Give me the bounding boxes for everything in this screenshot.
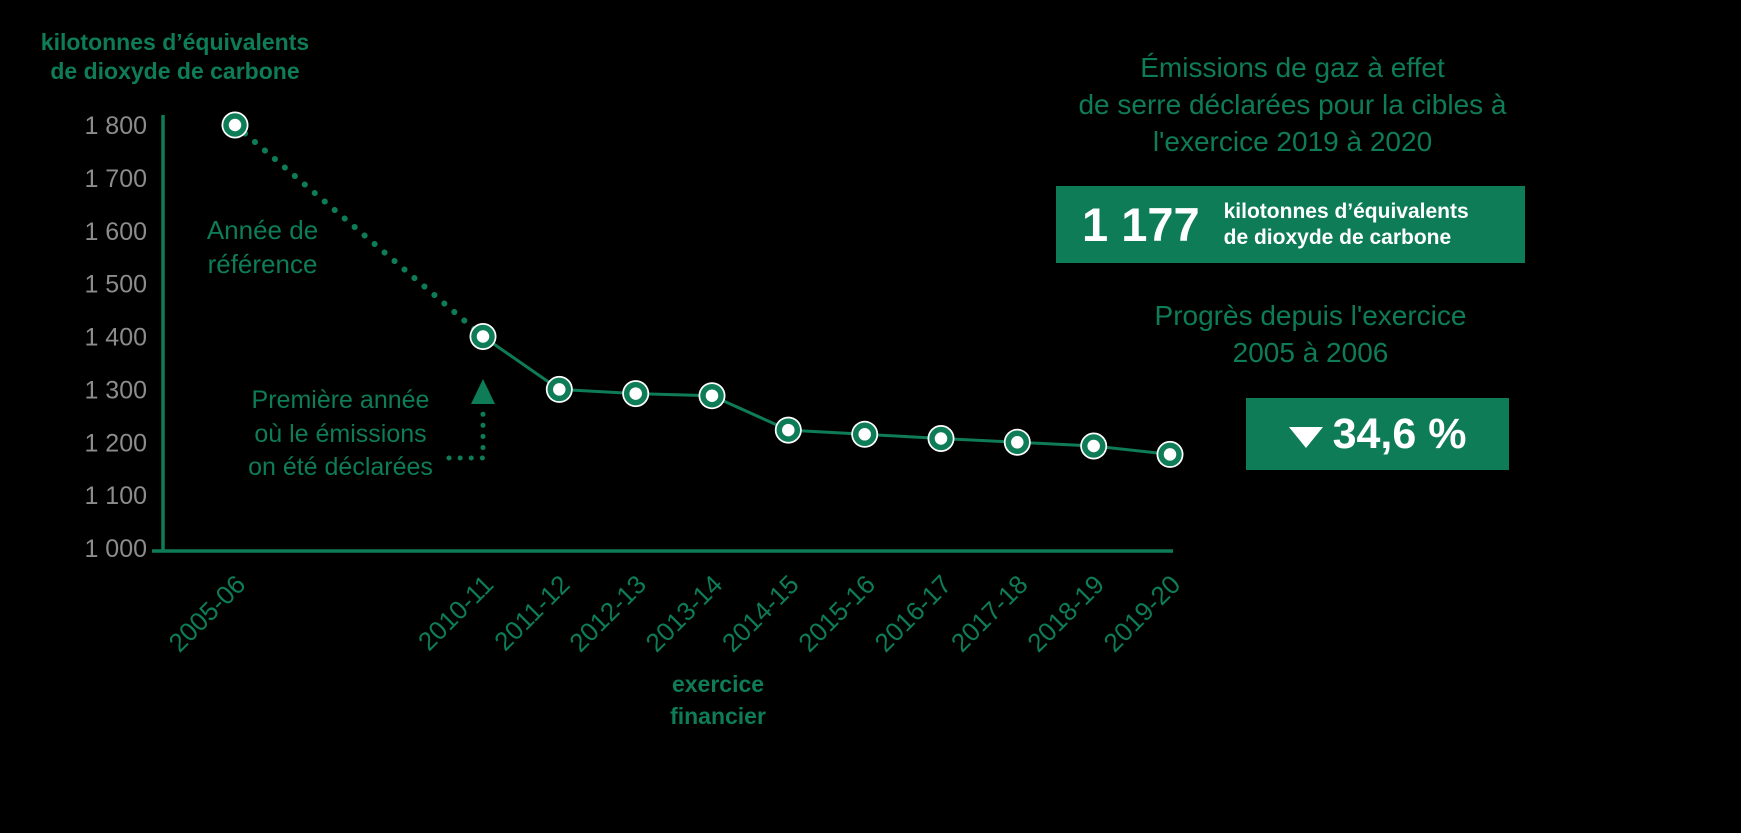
data-point-marker-ring (929, 426, 953, 451)
x-tick-label: 2005-06 (163, 569, 252, 658)
emissions-unit-line: kilotonnes d’équivalents (1223, 199, 1469, 223)
annotation-line: Année de (206, 215, 319, 245)
annotation-line: où le émissions (254, 419, 427, 448)
annotation-line: Première année (251, 386, 430, 414)
x-tick-label: 2011-12 (488, 569, 575, 656)
emissions-unit-line: de dioxyde de carbone (1223, 225, 1452, 249)
x-axis-title: exercice financier (618, 668, 818, 732)
y-tick-label: 1 000 (84, 535, 147, 563)
panel-title-line: de serre déclarées pour la cibles à (1078, 88, 1507, 120)
data-point-marker-ring (1158, 442, 1182, 467)
y-tick-label: 1 500 (84, 271, 147, 299)
panel-title: Émissions de gaz à effet de serre déclar… (1040, 50, 1545, 161)
progress-label-line: Progrès depuis l'exercice (1154, 300, 1467, 331)
data-point-marker-ring (700, 383, 724, 408)
x-tick-label: 2014-15 (716, 569, 805, 658)
x-tick-label: 2015-16 (792, 569, 881, 658)
y-tick-label: 1 200 (84, 429, 147, 457)
x-axis-title-line: financier (670, 703, 766, 730)
progress-value: 34,6 % (1332, 409, 1467, 458)
x-tick-label: 2016-17 (869, 569, 958, 658)
x-tick-label: 2019-20 (1098, 569, 1187, 658)
y-tick-label: 1 600 (84, 218, 147, 246)
axes (152, 115, 1173, 553)
data-point-marker-ring (623, 381, 648, 406)
panel-title-line: Émissions de gaz à effet (1140, 52, 1445, 83)
x-axis-title-line: exercice (671, 671, 765, 697)
x-tick-label: 2013-14 (640, 569, 729, 658)
annotation-first-declared: Première année où le émissions on été dé… (238, 384, 443, 485)
y-tick-label: 1 100 (84, 482, 147, 510)
data-point-marker-ring (852, 422, 877, 447)
panel-title-line: l'exercice 2019 à 2020 (1152, 125, 1433, 157)
annotation-line: référence (207, 248, 318, 279)
y-axis-title-line: de dioxyde de carbone (50, 58, 300, 85)
x-tick-label: 2018-19 (1021, 569, 1110, 658)
series-line (482, 335, 1171, 456)
annotation-line: on été déclarées (248, 453, 433, 481)
up-arrowhead-icon (471, 379, 495, 404)
series-dotted-segment (232, 122, 486, 340)
y-tick-label: 1 400 (84, 324, 147, 352)
x-tick-label: 2017-18 (945, 569, 1034, 658)
y-axis-title-line: kilotonnes d’équivalents (40, 29, 310, 55)
data-point-marker-ring (471, 324, 495, 349)
x-tick-label: 2010-11 (412, 569, 499, 656)
x-tick-label: 2012-13 (563, 569, 652, 658)
y-tick-label: 1 300 (84, 376, 147, 404)
progress-label-line: 2005 à 2006 (1232, 336, 1389, 368)
progress-label: Progrès depuis l'exercice 2005 à 2006 (1093, 298, 1528, 372)
progress-value-box: 34,6 % (1246, 398, 1509, 470)
y-tick-label: 1 700 (84, 165, 147, 193)
data-point-marker-ring (1081, 434, 1106, 458)
annotation-reference-year: Année de référence (180, 214, 345, 282)
emissions-value-box: 1 177 kilotonnes d’équivalents de dioxyd… (1056, 186, 1525, 263)
data-point-marker-ring (223, 113, 247, 137)
emissions-unit: kilotonnes d’équivalents de dioxyde de c… (1224, 199, 1469, 250)
down-triangle-icon (1288, 427, 1323, 448)
y-axis-tick-labels: 1 000 1 100 1 200 1 300 1 400 1 500 1 600 1 700… (84, 112, 147, 563)
data-point-marker-ring (1005, 430, 1030, 455)
y-tick-label: 1 800 (84, 112, 147, 140)
x-axis-tick-labels: 2005-06 2010-112011-122012-132013-142014-… (163, 569, 1187, 658)
emissions-value: 1 177 (1082, 198, 1200, 251)
data-point-marker-ring (776, 418, 801, 442)
y-axis-title: kilotonnes d’équivalents de dioxyde de c… (26, 28, 324, 87)
first-declared-arrow (446, 379, 495, 461)
data-point-markers (221, 111, 1184, 468)
data-point-marker-ring (547, 377, 572, 402)
